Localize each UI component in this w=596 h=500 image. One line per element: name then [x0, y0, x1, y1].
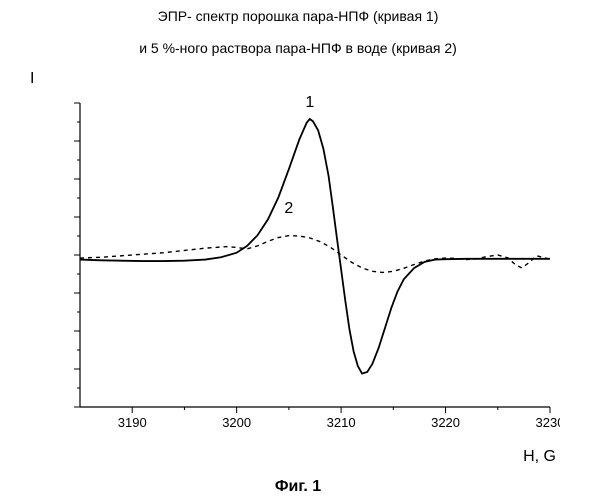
x-tick-label: 3220: [431, 415, 460, 430]
series-curve1: [80, 119, 550, 374]
x-tick-label: 3230: [536, 415, 560, 430]
series-curve2: [80, 236, 550, 273]
x-tick-label: 3210: [327, 415, 356, 430]
chart-svg: -2000-1500-1000-500050010001500200031903…: [70, 95, 560, 435]
series-label-curve1: 1: [305, 95, 314, 111]
chart-title-line2: и 5 %-ного раствора пара-НПФ в воде (кри…: [0, 40, 596, 56]
figure-container: ЭПР- спектр порошка пара-НПФ (кривая 1) …: [0, 0, 596, 500]
plot-area: -2000-1500-1000-500050010001500200031903…: [70, 95, 560, 435]
x-tick-label: 3200: [222, 415, 251, 430]
series-label-curve2: 2: [284, 200, 293, 217]
y-axis-label: I: [30, 70, 34, 88]
figure-caption: Фиг. 1: [0, 478, 596, 496]
x-tick-label: 3190: [118, 415, 147, 430]
chart-title-line1: ЭПР- спектр порошка пара-НПФ (кривая 1): [0, 8, 596, 24]
x-axis-label: H, G: [523, 448, 556, 466]
